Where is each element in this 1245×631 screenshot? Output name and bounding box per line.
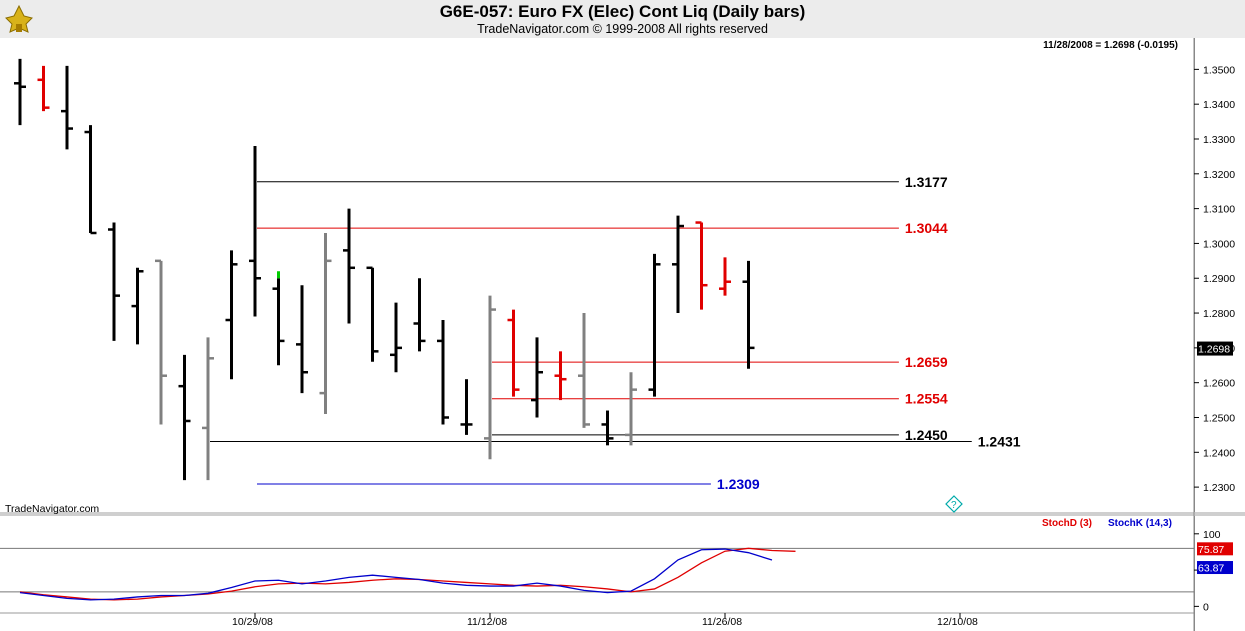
date-tick-label: 11/12/08	[467, 616, 507, 628]
price-tick-label: 1.3000	[1203, 238, 1235, 250]
price-tick-label: 1.3400	[1203, 99, 1235, 111]
stoch-last-value: 63.87	[1198, 563, 1224, 575]
chart-header: G6E-057: Euro FX (Elec) Cont Liq (Daily …	[0, 0, 1245, 38]
date-tick-label: 12/10/08	[937, 616, 978, 628]
price-tick-label: 1.2400	[1203, 447, 1235, 459]
last-price-box	[1197, 341, 1233, 356]
level-label-1.3044: 1.3044	[905, 220, 948, 236]
price-tick-label: 1.3300	[1203, 134, 1235, 146]
level-label-1.2554: 1.2554	[905, 391, 948, 407]
price-tick-label: 1.2900	[1203, 273, 1235, 285]
trade-navigator-logo-icon	[5, 4, 33, 33]
chart-title: G6E-057: Euro FX (Elec) Cont Liq (Daily …	[439, 2, 806, 21]
stoch-last-value: 75.87	[1198, 544, 1224, 556]
level-label-1.2450: 1.2450	[905, 427, 948, 443]
level-label-1.2659: 1.2659	[905, 354, 948, 370]
level-label-1.2431: 1.2431	[978, 434, 1021, 450]
last-price-value: 1.2698	[1198, 344, 1230, 356]
stoch-line-d	[19, 547, 796, 601]
date-tick-label: 11/26/08	[702, 616, 742, 628]
legend-stochd: StochD (3)	[1042, 518, 1092, 529]
level-label-1.3177: 1.3177	[905, 174, 948, 190]
date-tick-label: 10/29/08	[232, 616, 273, 628]
stoch-tick-label: 100	[1203, 529, 1221, 541]
date-price-readout: 11/28/2008 = 1.2698 (-0.0195)	[1043, 40, 1178, 51]
price-tick-label: 1.2600	[1203, 378, 1235, 390]
price-tick-label: 1.3500	[1203, 64, 1235, 76]
level-label-1.2309: 1.2309	[717, 476, 760, 492]
question-diamond-icon[interactable]	[945, 495, 963, 513]
help-question-mark: ?	[951, 500, 957, 511]
price-tick-label: 1.2800	[1203, 308, 1235, 320]
stoch-tick-label: 0	[1203, 601, 1209, 613]
price-tick-label: 1.2500	[1203, 412, 1235, 424]
watermark-label: TradeNavigator.com	[5, 503, 99, 515]
price-tick-label: 1.2300	[1203, 482, 1235, 494]
stoch-value-box	[1197, 561, 1233, 575]
price-axis-column	[1194, 38, 1245, 631]
legend-stochk: StochK (14,3)	[1108, 518, 1172, 529]
stoch-line-k	[19, 548, 773, 601]
stoch-value-box	[1197, 542, 1233, 556]
price-tick-label: 1.3200	[1203, 169, 1235, 181]
copyright-line: TradeNavigator.com © 1999-2008 All right…	[477, 22, 768, 36]
price-tick-label: 1.3100	[1203, 204, 1235, 216]
